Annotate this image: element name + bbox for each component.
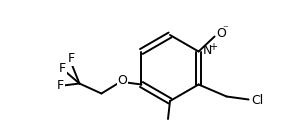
Text: O: O — [217, 27, 226, 40]
Text: +: + — [209, 42, 217, 51]
Text: ⁻: ⁻ — [223, 25, 229, 34]
Text: N: N — [202, 44, 212, 57]
Text: F: F — [59, 62, 66, 75]
Text: Cl: Cl — [252, 94, 264, 107]
Text: F: F — [68, 52, 75, 65]
Text: F: F — [57, 79, 64, 92]
Text: O: O — [118, 74, 127, 87]
